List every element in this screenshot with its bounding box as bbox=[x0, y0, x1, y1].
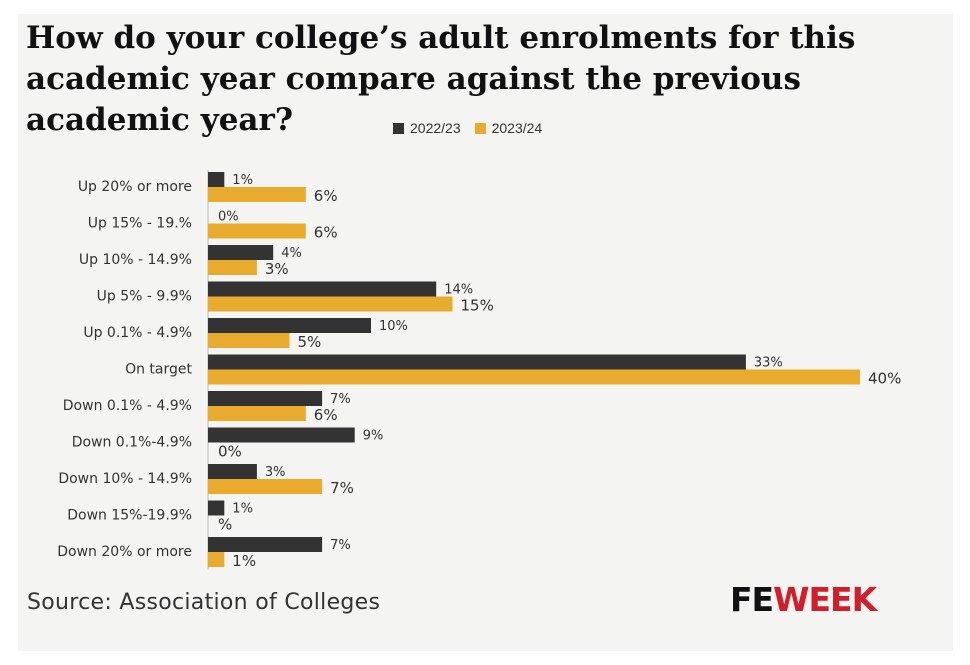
bar-2022-23 bbox=[208, 464, 257, 479]
chart-card bbox=[18, 14, 953, 651]
source-note: Source: Association of Colleges bbox=[27, 590, 381, 615]
legend-label-series-1: 2022/23 bbox=[410, 120, 461, 136]
data-label-2022-23: 7% bbox=[330, 538, 351, 553]
bar-2023-24 bbox=[208, 552, 225, 567]
data-label-2022-23: 1% bbox=[232, 173, 253, 188]
category-label: Down 15%-19.9% bbox=[67, 508, 192, 524]
data-label-2023-24: 5% bbox=[298, 333, 322, 351]
data-label-2022-23: 3% bbox=[265, 465, 286, 480]
data-label-2023-24: 6% bbox=[314, 224, 338, 242]
data-label-2023-24: % bbox=[218, 516, 232, 534]
bar-2022-23 bbox=[208, 281, 437, 297]
category-label: On target bbox=[125, 362, 192, 378]
category-label: Down 0.1%-4.9% bbox=[72, 435, 192, 451]
bar-2022-23 bbox=[208, 391, 323, 406]
bar-2022-23 bbox=[208, 354, 746, 370]
data-label-2022-23: 0% bbox=[218, 210, 239, 225]
bar-2023-24 bbox=[208, 223, 306, 239]
bar-2023-24 bbox=[208, 260, 257, 275]
bar-2023-24 bbox=[208, 479, 323, 494]
bar-2023-24 bbox=[208, 296, 453, 312]
legend: 2022/23 2023/24 bbox=[393, 120, 542, 136]
bar-2023-24 bbox=[208, 187, 306, 202]
bar-2023-24 bbox=[208, 369, 860, 385]
data-label-2023-24: 40% bbox=[868, 370, 901, 388]
data-label-2022-23: 4% bbox=[281, 246, 302, 261]
bar-2023-24 bbox=[208, 333, 290, 348]
category-label: Up 10% - 14.9% bbox=[79, 252, 192, 268]
legend-swatch-series-2 bbox=[474, 122, 486, 134]
category-label: Up 20% or more bbox=[78, 179, 192, 195]
logo-fe: FE bbox=[730, 580, 774, 619]
data-label-2022-23: 7% bbox=[330, 392, 351, 407]
data-label-2022-23: 33% bbox=[754, 356, 783, 371]
category-label: Down 10% - 14.9% bbox=[58, 471, 192, 487]
data-label-2023-24: 3% bbox=[265, 260, 289, 278]
logo-week: WEEK bbox=[773, 580, 877, 619]
category-label: Down 0.1% - 4.9% bbox=[63, 398, 192, 414]
chart-title: How do your college’s adult enrolments f… bbox=[26, 20, 856, 138]
bar-2022-23 bbox=[208, 318, 371, 333]
legend-swatch-series-1 bbox=[393, 122, 404, 134]
bar-2022-23 bbox=[208, 172, 225, 187]
data-label-2023-24: 15% bbox=[461, 297, 494, 315]
category-label: Up 0.1% - 4.9% bbox=[83, 325, 192, 341]
legend-item-series-2: 2023/24 bbox=[474, 120, 543, 136]
fe-week-logo: FEWEEK bbox=[730, 580, 877, 619]
category-label: Up 5% - 9.9% bbox=[97, 289, 192, 305]
bar-2022-23 bbox=[208, 427, 355, 443]
data-label-2023-24: 1% bbox=[232, 552, 256, 570]
legend-item-series-1: 2022/23 bbox=[393, 120, 461, 136]
data-label-2022-23: 1% bbox=[232, 502, 253, 517]
data-label-2023-24: 7% bbox=[330, 479, 354, 497]
bar-2022-23 bbox=[208, 537, 323, 552]
category-label: Up 15% - 19.% bbox=[88, 216, 192, 232]
data-label-2022-23: 10% bbox=[379, 319, 408, 334]
data-label-2023-24: 0% bbox=[218, 443, 242, 461]
bar-2022-23 bbox=[208, 500, 225, 516]
bar-2022-23 bbox=[208, 245, 274, 260]
data-label-2022-23: 9% bbox=[363, 429, 384, 444]
category-label: Down 20% or more bbox=[57, 544, 192, 560]
legend-label-series-2: 2023/24 bbox=[491, 120, 543, 136]
bar-2023-24 bbox=[208, 406, 306, 421]
data-label-2023-24: 6% bbox=[314, 406, 338, 424]
data-label-2023-24: 6% bbox=[314, 187, 338, 205]
data-label-2022-23: 14% bbox=[444, 283, 473, 298]
